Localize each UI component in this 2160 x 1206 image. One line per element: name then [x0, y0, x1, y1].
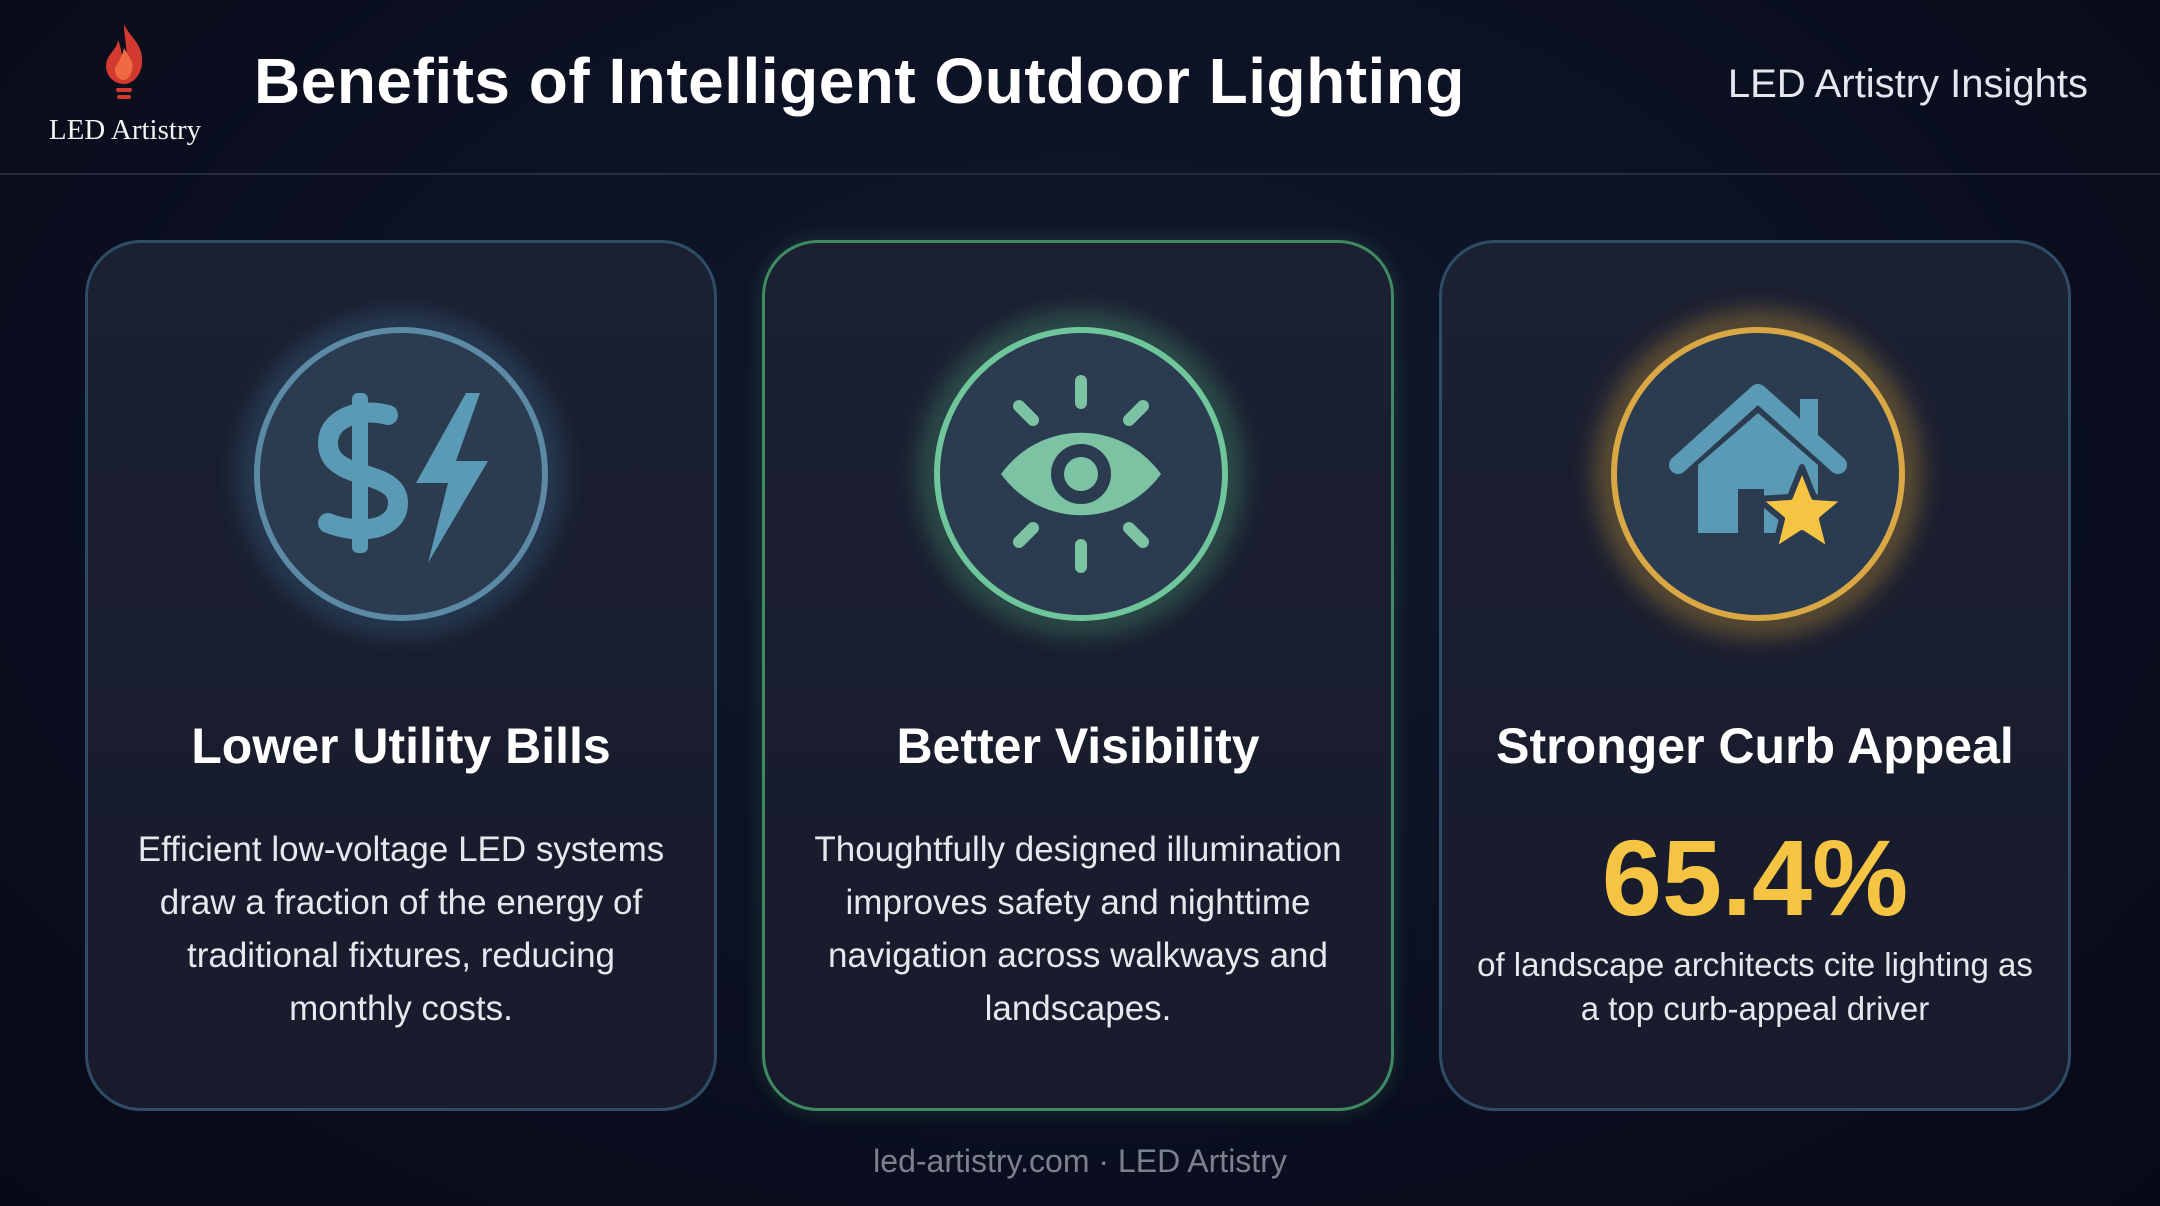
card-title: Stronger Curb Appeal: [1496, 718, 2014, 774]
card-title: Better Visibility: [896, 718, 1260, 774]
stat-caption: of landscape architects cite lighting as…: [1477, 946, 2033, 1027]
stat-value: 65.4%: [1601, 817, 1909, 938]
tagline: LED Artistry Insights: [1727, 62, 2088, 106]
footer: led-artistry.com · LED Artistry: [873, 1143, 1287, 1179]
card-title: Lower Utility Bills: [191, 718, 611, 774]
card-body: Thoughtfully designed illumination impro…: [814, 830, 1342, 1028]
card: Stronger Curb Appeal 65.4% of landscape …: [1439, 240, 2071, 1111]
icon-savings: [245, 318, 557, 630]
icon-eye: [925, 318, 1237, 630]
page-title: Benefits of Intelligent Outdoor Lighting: [254, 45, 1465, 117]
card-body: Efficient low-voltage LED systems draw a…: [137, 830, 665, 1028]
brand-name: LED Artistry: [48, 114, 202, 146]
icon-home-star: [1601, 317, 1915, 631]
card: Lower Utility Bills Efficient low-voltag…: [85, 240, 717, 1111]
logo-icon: [106, 24, 143, 99]
divider: [0, 173, 2160, 175]
card: Better Visibility Thoughtfully designed …: [762, 240, 1394, 1111]
